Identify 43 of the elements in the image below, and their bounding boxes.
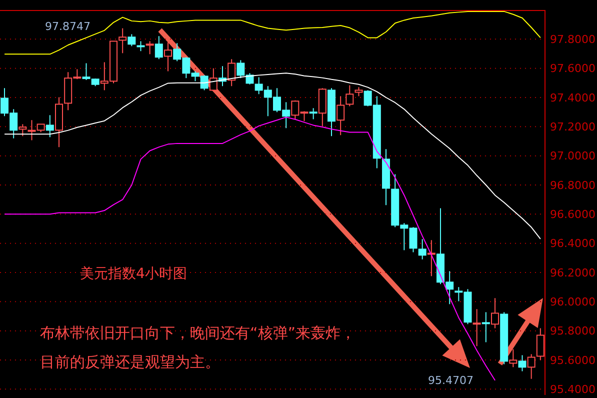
candlestick (536, 328, 544, 360)
candlestick (154, 36, 163, 60)
candlestick (336, 96, 345, 136)
annotation: 97.8747 (45, 20, 90, 33)
candlestick (427, 240, 436, 277)
y-tick-label: 96.4000 (550, 237, 596, 250)
y-tick-label: 95.4000 (550, 383, 596, 396)
y-tick-label: 96.6000 (550, 208, 596, 222)
candlestick (491, 298, 499, 329)
y-tick-label: 97.2000 (550, 120, 596, 134)
text: 美元指数4小时图 (80, 265, 187, 283)
candlestick (146, 40, 154, 55)
y-tick-label: 96.8000 (550, 178, 596, 192)
candlestick (527, 354, 536, 380)
candlestick (228, 58, 236, 87)
candlestick (418, 238, 426, 260)
candlestick (482, 312, 490, 343)
y-tick-label: 96.2000 (550, 266, 596, 280)
candlestick (209, 68, 218, 92)
candlestick (509, 348, 518, 368)
y-tick-label: 95.6000 (550, 354, 596, 367)
candlestick (318, 88, 326, 127)
y-tick-label: 97.0000 (550, 150, 596, 163)
y-tick-label: 96.0000 (550, 296, 596, 309)
y-tick-label: 97.6000 (550, 62, 596, 76)
candlestick (136, 40, 145, 52)
annotation: 95.4707 (428, 374, 474, 387)
candlestick (309, 108, 318, 120)
annotation: 布林带依旧开口向下，晚间还有“核弹”来轰炸， (40, 324, 356, 343)
candlestick (346, 84, 354, 107)
y-tick-label: 95.8000 (550, 324, 596, 338)
line-series (4, 10, 541, 55)
y-tick-label: 97.8000 (550, 33, 596, 46)
candlestick (518, 354, 526, 372)
candlestick (472, 308, 481, 347)
y-tick-label: 97.4000 (550, 91, 596, 104)
annotation: 目前的反弹还是观望为主。 (40, 353, 220, 372)
candlestick (118, 28, 127, 54)
candlestick (46, 114, 54, 138)
candlestick (18, 124, 27, 137)
candlestick (354, 86, 363, 97)
candlestick (164, 42, 172, 72)
candlestick (128, 34, 136, 47)
